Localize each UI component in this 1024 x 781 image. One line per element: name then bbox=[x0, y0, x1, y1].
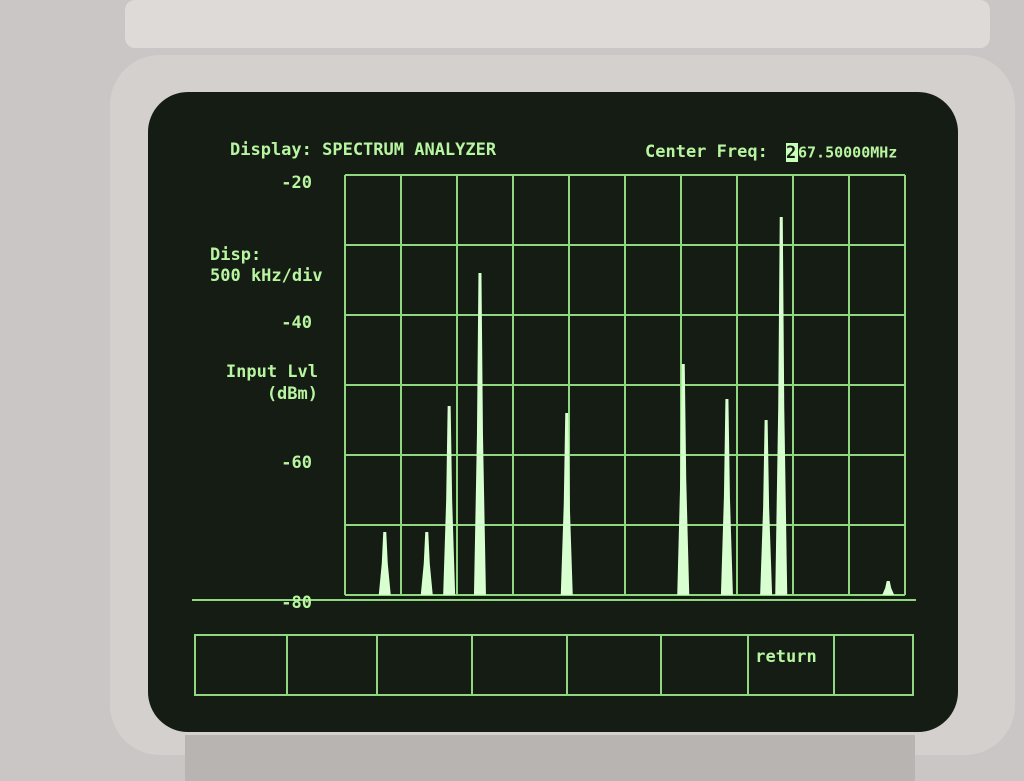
y-tick-label: -80 bbox=[281, 593, 312, 613]
y-tick-label: -20 bbox=[281, 173, 312, 193]
spectral-peak bbox=[677, 364, 690, 595]
input-unit: (dBm) bbox=[267, 384, 318, 404]
display-title: Display: SPECTRUM ANALYZER bbox=[230, 140, 497, 160]
input-label: Input Lvl bbox=[226, 362, 318, 382]
center-cursor: 2 bbox=[786, 143, 796, 163]
center-label: Center Freq: bbox=[645, 142, 768, 162]
y-tick-label: -60 bbox=[281, 453, 312, 473]
spectral-peak bbox=[473, 273, 486, 595]
spectral-peak bbox=[560, 413, 573, 595]
spectral-peak bbox=[760, 420, 773, 595]
top-panel bbox=[125, 0, 990, 48]
plot: -20 -40 -60 -80 bbox=[281, 173, 906, 613]
center-value: 67.50000MHz bbox=[798, 144, 897, 162]
spectral-peak bbox=[443, 406, 456, 595]
disp-label: Disp: bbox=[210, 245, 261, 265]
spectral-peak bbox=[775, 217, 788, 595]
y-tick-label: -40 bbox=[281, 313, 312, 333]
softkey-row bbox=[194, 634, 914, 696]
softkeys bbox=[194, 634, 914, 696]
spectral-peak bbox=[882, 581, 895, 595]
disp-value: 500 kHz/div bbox=[210, 266, 323, 286]
screen bbox=[148, 92, 958, 732]
keys-strip bbox=[185, 735, 915, 781]
spectral-peak bbox=[720, 399, 733, 595]
spectral-peak bbox=[378, 532, 391, 595]
softkey-label[interactable]: return bbox=[755, 647, 816, 667]
cursor bbox=[786, 143, 798, 162]
spectral-peak bbox=[420, 532, 433, 595]
